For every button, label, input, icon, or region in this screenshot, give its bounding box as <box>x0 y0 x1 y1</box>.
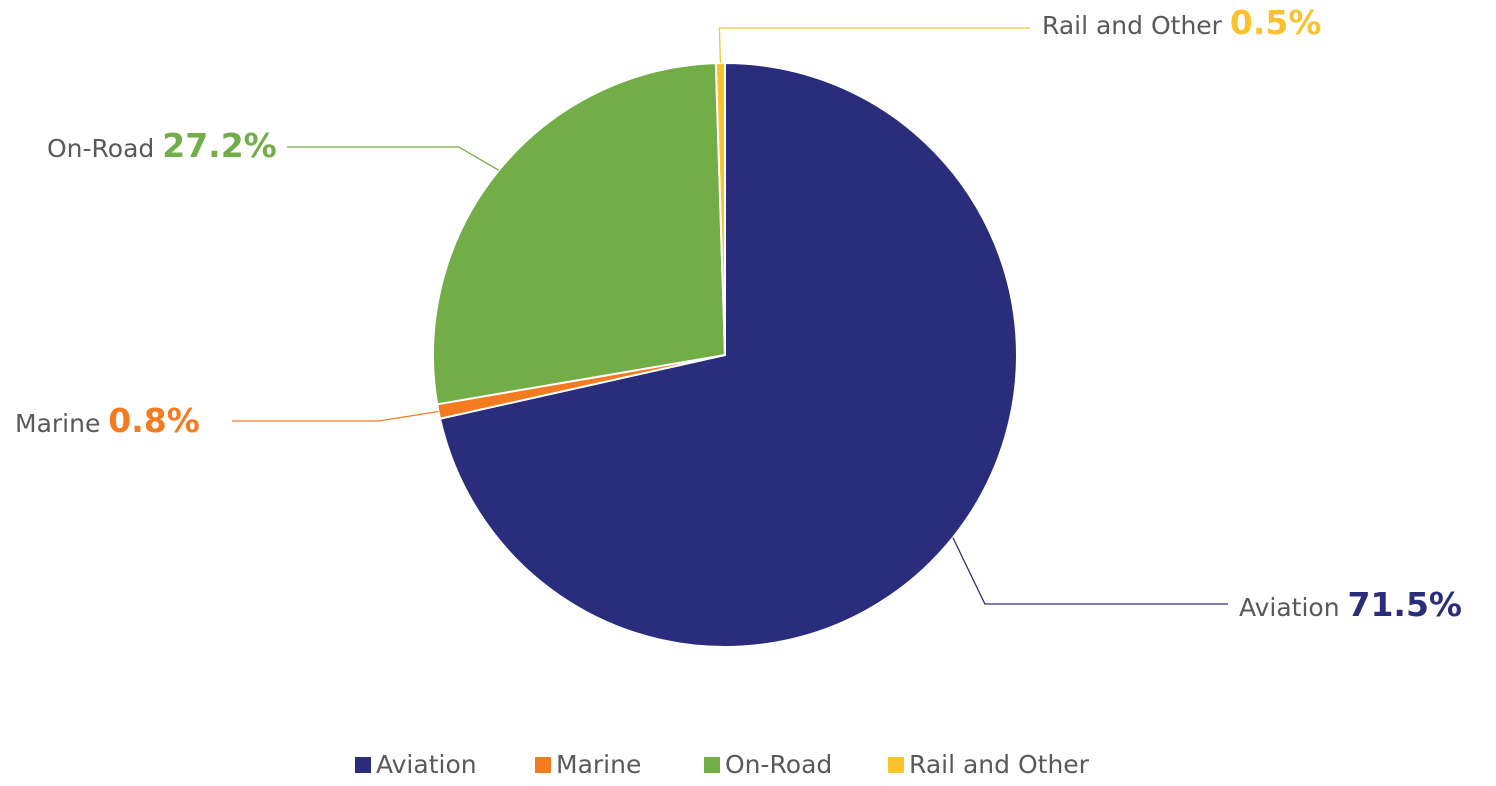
pie-slices <box>432 61 1018 648</box>
legend-label-marine: Marine <box>556 750 641 779</box>
data-label-rail-and-other: Rail and Other 0.5% <box>1042 3 1321 42</box>
leader-line-aviation <box>952 537 1228 605</box>
legend-item-on-road: On-Road <box>704 750 832 779</box>
leader-line-rail-and-other <box>718 27 1030 64</box>
legend-swatch-aviation <box>355 757 371 773</box>
data-label-marine: Marine 0.8% <box>15 401 200 440</box>
pie-slice-on-road <box>432 62 726 406</box>
legend-swatch-on-road <box>704 757 720 773</box>
data-label-on-road: On-Road 27.2% <box>47 126 277 165</box>
legend-label-aviation: Aviation <box>376 750 477 779</box>
legend-item-marine: Marine <box>535 750 641 779</box>
data-label-aviation: Aviation 71.5% <box>1239 585 1462 624</box>
legend-label-on-road: On-Road <box>725 750 832 779</box>
legend-item-aviation: Aviation <box>355 750 477 779</box>
data-label-value-aviation: 71.5% <box>1348 585 1463 624</box>
leader-lines <box>232 27 1228 605</box>
leader-line-marine <box>232 410 439 422</box>
leader-line-on-road <box>287 146 500 171</box>
data-label-name-rail-and-other: Rail and Other <box>1042 11 1230 40</box>
data-label-name-marine: Marine <box>15 409 108 438</box>
pie-slice-aviation <box>439 62 1018 648</box>
data-label-value-rail-and-other: 0.5% <box>1230 3 1322 42</box>
pie-slice-rail-and-other <box>714 61 726 356</box>
data-labels: Aviation 71.5% Marine 0.8% On-Road 27.2% Ra… <box>15 3 1462 624</box>
data-label-name-on-road: On-Road <box>47 134 162 163</box>
legend-label-rail-and-other: Rail and Other <box>909 750 1090 779</box>
data-label-name-aviation: Aviation <box>1239 593 1348 622</box>
legend-item-rail-and-other: Rail and Other <box>888 750 1090 779</box>
legend: Aviation Marine On-Road Rail and Other <box>355 750 1090 779</box>
data-label-value-on-road: 27.2% <box>162 126 277 165</box>
legend-swatch-rail-and-other <box>888 757 904 773</box>
data-label-value-marine: 0.8% <box>108 401 200 440</box>
legend-swatch-marine <box>535 757 551 773</box>
